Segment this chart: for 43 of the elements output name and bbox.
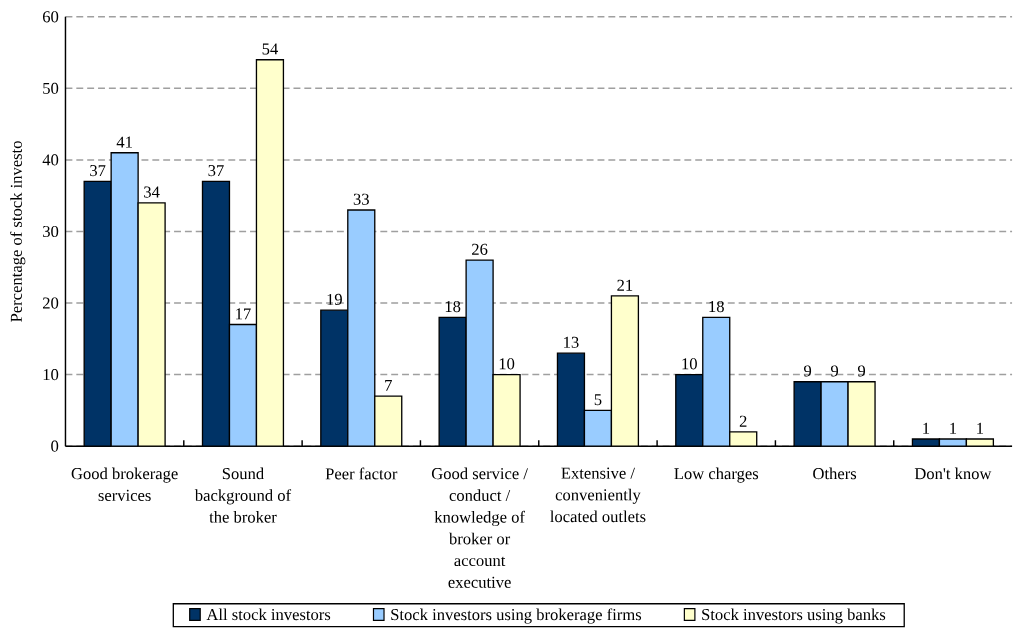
data-label: 1 [977, 422, 984, 434]
data-label: 33 [353, 193, 369, 205]
legend-label: Stock investors using banks [702, 608, 886, 624]
y-tick-label: 50 [43, 82, 59, 95]
y-axis-title: Percentage of stock investo [10, 141, 26, 323]
data-label: 13 [564, 336, 579, 349]
data-label: 5 [594, 394, 602, 406]
data-label: 18 [709, 301, 724, 313]
data-label: 10 [499, 358, 515, 370]
data-label: 7 [385, 380, 392, 391]
data-label: 1 [950, 422, 957, 434]
data-label: 1 [923, 422, 930, 434]
data-label: 2 [739, 415, 747, 427]
x-tick-label: Good service / conduct / knowledge of broker or account executive [431, 467, 528, 588]
data-label: 26 [472, 243, 488, 256]
data-label: 21 [617, 279, 633, 291]
y-tick-label: 20 [42, 297, 59, 309]
x-tick-label: Others [813, 467, 857, 480]
y-tick-label: 0 [51, 440, 59, 452]
data-label: 54 [262, 43, 278, 55]
x-tick-label: Low charges [674, 467, 759, 483]
data-label: 9 [803, 365, 812, 377]
data-label: 41 [116, 136, 132, 148]
y-tick-label: 40 [42, 154, 59, 166]
data-label: 9 [857, 365, 866, 377]
legend-label: Stock investors using brokerage firms [391, 608, 642, 624]
x-tick-label: Good brokerage services [71, 467, 178, 502]
data-label: 18 [445, 301, 461, 313]
data-label: 17 [236, 308, 251, 320]
data-label: 37 [90, 165, 106, 177]
x-tick-label: Sound background of the broker [194, 467, 292, 523]
x-tick-label: Don't know [914, 467, 992, 480]
x-tick-label: Extensive / conveniently located outlets [550, 467, 646, 523]
data-label: 34 [144, 186, 160, 198]
y-tick-label: 30 [43, 225, 59, 238]
y-tick-label: 60 [42, 11, 59, 23]
legend-label: All stock investors [206, 608, 331, 621]
data-label: 37 [208, 165, 224, 177]
y-tick-label: 10 [43, 369, 59, 381]
x-tick-label: Peer factor [325, 467, 398, 480]
data-label: 19 [327, 293, 342, 306]
data-label: 10 [682, 358, 697, 370]
data-label: 9 [830, 365, 839, 377]
